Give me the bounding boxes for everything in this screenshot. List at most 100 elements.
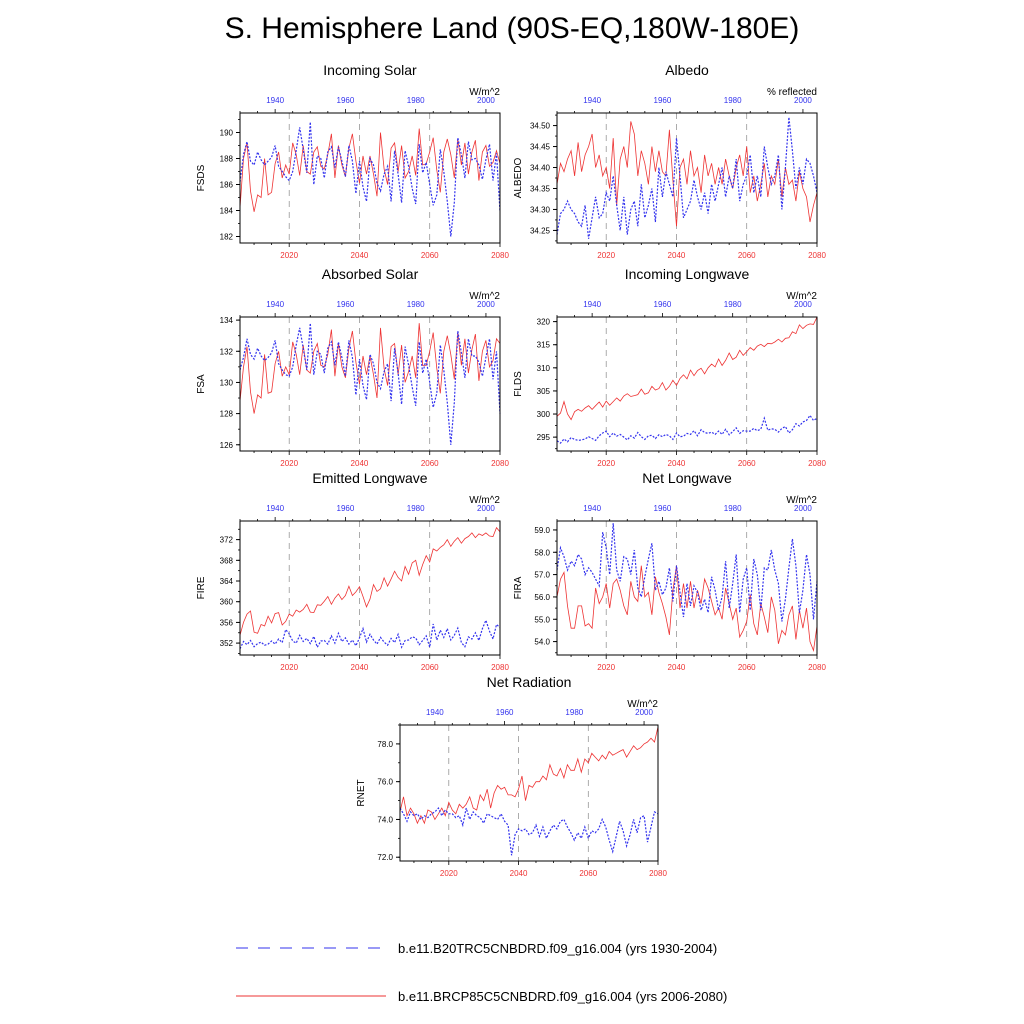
plot-frame [239, 520, 501, 656]
x-bottom-tick-label: 2080 [808, 459, 826, 468]
plot-frame [239, 112, 501, 244]
x-bottom-tick-label: 2020 [280, 663, 298, 672]
series-line-historical [239, 618, 501, 650]
y-axis-label: FSDS [196, 164, 207, 191]
legend-label-historical: b.e11.B20TRC5CNBDRD.f09_g16.004 (yrs 193… [398, 941, 717, 956]
y-axis-label: FLDS [513, 371, 524, 397]
y-tick-label: 364 [220, 577, 234, 586]
legend: b.e11.B20TRC5CNBDRD.f09_g16.004 (yrs 193… [236, 941, 727, 1004]
y-axis-label: FSA [196, 374, 207, 394]
plot-frame [556, 316, 818, 452]
series-line-historical [399, 807, 659, 856]
x-top-tick-label: 2000 [477, 504, 495, 513]
x-top-tick-label: 1980 [407, 504, 425, 513]
y-tick-label: 315 [537, 341, 551, 350]
y-tick-label: 54.0 [534, 638, 550, 647]
x-bottom-tick-label: 2060 [738, 663, 756, 672]
x-bottom-tick-label: 2020 [280, 251, 298, 260]
x-top-tick-label: 1960 [337, 96, 355, 105]
x-top-tick-label: 2000 [794, 96, 812, 105]
y-tick-label: 182 [220, 233, 234, 242]
x-bottom-tick-label: 2020 [440, 869, 458, 878]
y-tick-label: 128 [220, 410, 234, 419]
x-top-tick-label: 1980 [407, 300, 425, 309]
y-tick-label: 320 [537, 318, 551, 327]
y-tick-label: 34.30 [530, 205, 551, 214]
series-line-historical [556, 414, 818, 444]
x-bottom-tick-label: 2040 [668, 663, 686, 672]
y-tick-label: 72.0 [377, 853, 393, 862]
y-tick-label: 356 [220, 618, 234, 627]
y-tick-label: 372 [220, 536, 234, 545]
plot-frame [399, 724, 659, 862]
x-top-tick-label: 1940 [583, 96, 601, 105]
y-tick-label: 34.45 [530, 143, 551, 152]
legend-label-rcp85: b.e11.BRCP85C5CNBDRD.f09_g16.004 (yrs 20… [398, 989, 727, 1004]
y-tick-label: 368 [220, 556, 234, 565]
series-line-rcp85 [556, 565, 818, 653]
x-top-tick-label: 1980 [724, 96, 742, 105]
y-tick-label: 34.50 [530, 122, 551, 131]
y-tick-label: 300 [537, 410, 551, 419]
x-top-tick-label: 1960 [654, 504, 672, 513]
x-bottom-tick-label: 2040 [351, 459, 369, 468]
x-bottom-tick-label: 2020 [597, 663, 615, 672]
main-title: S. Hemisphere Land (90S-EQ,180W-180E) [224, 12, 800, 45]
x-bottom-tick-label: 2080 [491, 663, 509, 672]
units-label: W/m^2 [469, 87, 500, 98]
y-tick-label: 295 [537, 433, 551, 442]
x-bottom-tick-label: 2020 [597, 251, 615, 260]
y-tick-label: 57.0 [534, 571, 550, 580]
x-top-tick-label: 1940 [266, 300, 284, 309]
y-axis-label: FIRE [196, 576, 207, 599]
x-top-tick-label: 1960 [337, 504, 355, 513]
x-top-tick-label: 1960 [654, 300, 672, 309]
x-top-tick-label: 2000 [794, 300, 812, 309]
x-top-tick-label: 1940 [426, 708, 444, 717]
x-bottom-tick-label: 2040 [668, 251, 686, 260]
y-tick-label: 186 [220, 181, 234, 190]
y-tick-label: 55.0 [534, 615, 550, 624]
x-bottom-tick-label: 2080 [491, 459, 509, 468]
x-top-tick-label: 1980 [724, 504, 742, 513]
x-bottom-tick-label: 2080 [491, 251, 509, 260]
x-top-tick-label: 1940 [266, 504, 284, 513]
panel-title: Incoming Longwave [625, 266, 750, 282]
x-bottom-tick-label: 2060 [738, 459, 756, 468]
x-top-tick-label: 1980 [724, 300, 742, 309]
x-top-tick-label: 2000 [477, 96, 495, 105]
panel-title: Net Longwave [642, 470, 732, 486]
x-top-tick-label: 1960 [496, 708, 514, 717]
panel-emitted-longwave: Emitted Longwave W/m^2 FIRE 352 356 360 364 368… [196, 470, 509, 672]
series-line-rcp85 [239, 128, 501, 212]
x-bottom-tick-label: 2020 [597, 459, 615, 468]
units-label: % reflected [767, 87, 817, 98]
y-tick-label: 78.0 [377, 740, 393, 749]
y-tick-label: 134 [220, 316, 234, 325]
y-axis-label: FIRA [513, 576, 524, 599]
y-axis-label: ALBEDO [513, 157, 524, 198]
y-tick-label: 76.0 [377, 778, 393, 787]
plot-frame [556, 520, 818, 656]
panel-title: Albedo [665, 62, 709, 78]
panel-title: Absorbed Solar [322, 266, 419, 282]
y-tick-label: 352 [220, 639, 234, 648]
x-top-tick-label: 2000 [477, 300, 495, 309]
x-top-tick-label: 2000 [794, 504, 812, 513]
y-tick-label: 58.0 [534, 548, 550, 557]
x-bottom-tick-label: 2080 [808, 251, 826, 260]
x-top-tick-label: 1960 [654, 96, 672, 105]
units-label: W/m^2 [786, 291, 817, 302]
x-bottom-tick-label: 2040 [668, 459, 686, 468]
x-bottom-tick-label: 2040 [351, 663, 369, 672]
x-bottom-tick-label: 2060 [421, 663, 439, 672]
units-label: W/m^2 [469, 495, 500, 506]
series-line-rcp85 [399, 726, 659, 825]
x-bottom-tick-label: 2060 [421, 459, 439, 468]
panel-absorbed-solar: Absorbed Solar W/m^2 FSA 126 128 130 132 134 202… [196, 266, 509, 468]
series-line-rcp85 [556, 316, 818, 421]
panel-title: Emitted Longwave [312, 470, 427, 486]
panel-albedo: Albedo % reflected ALBEDO 34.25 34.30 34.35 34… [513, 62, 826, 260]
units-label: W/m^2 [786, 495, 817, 506]
